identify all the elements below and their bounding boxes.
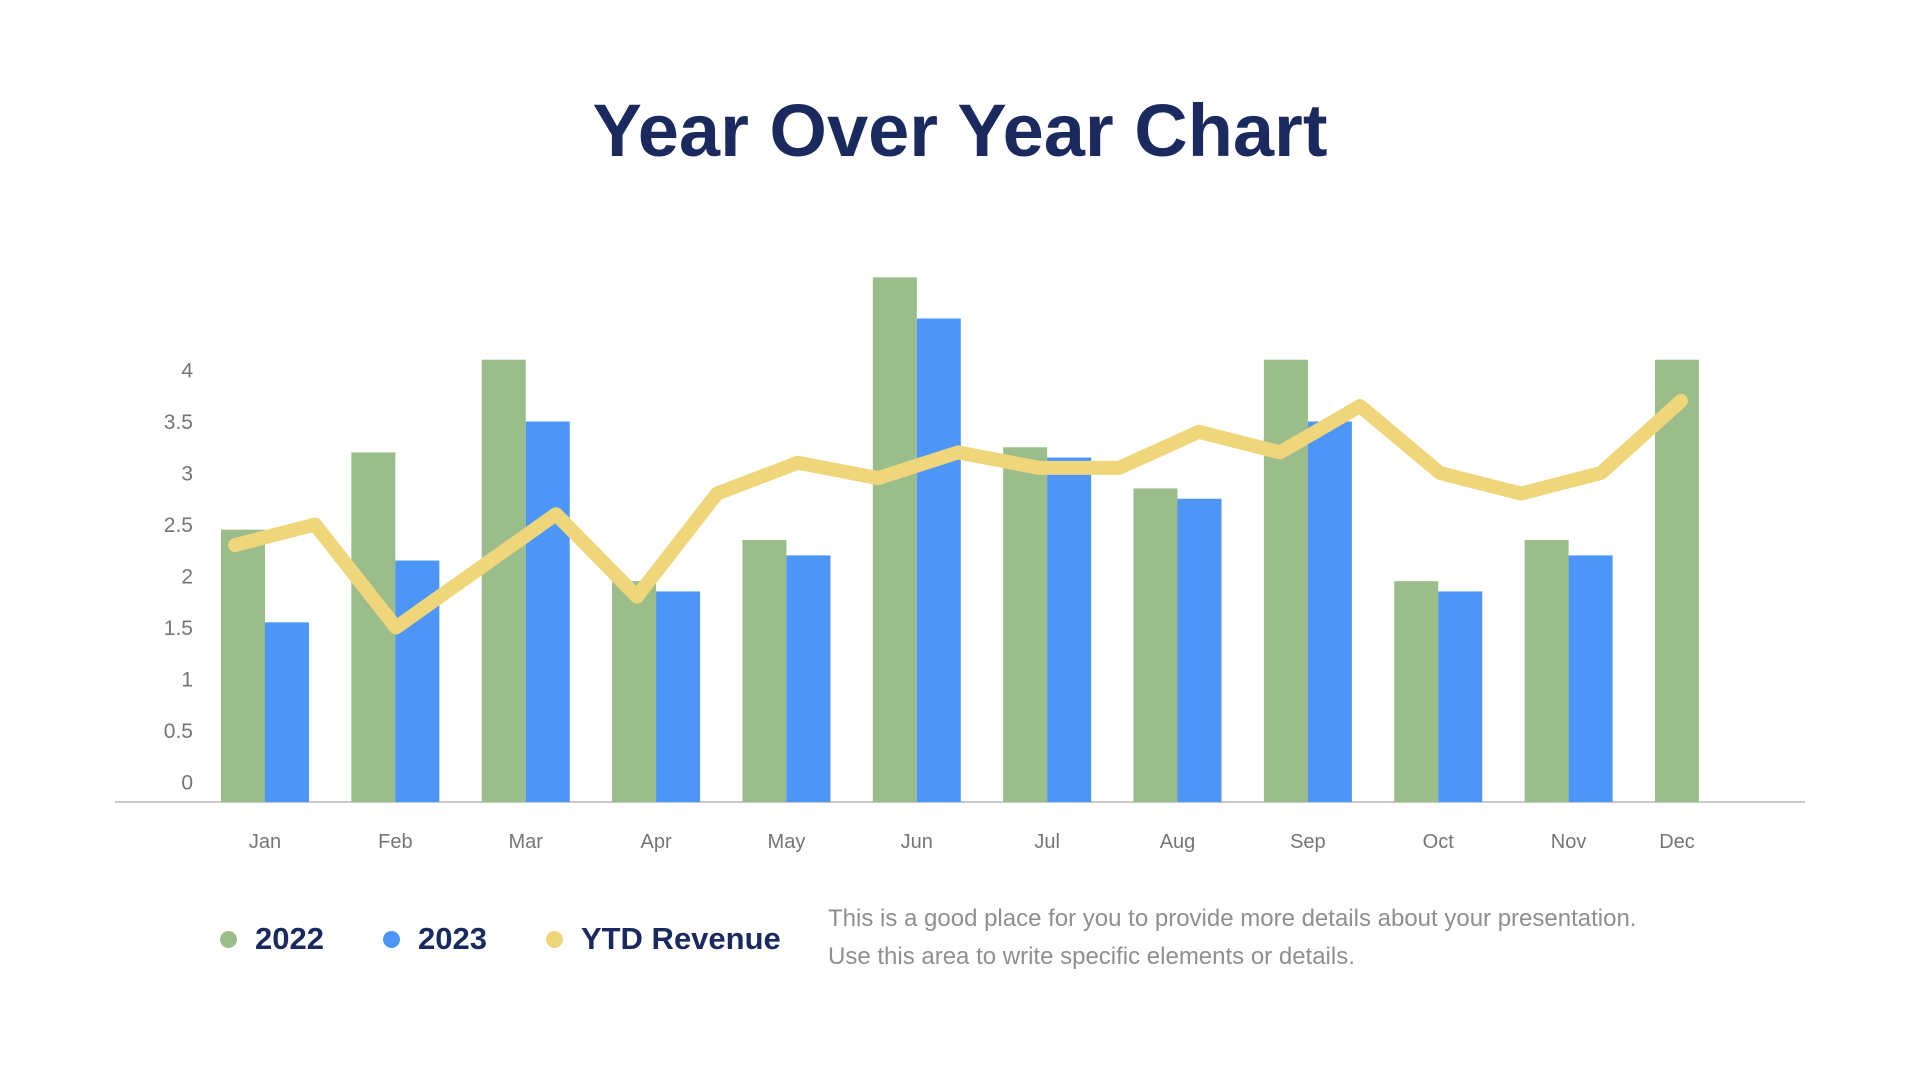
bar-2022-nov: [1524, 539, 1569, 802]
y-axis-tick-1: 1: [181, 668, 193, 691]
x-axis-label-dec: Dec: [1659, 831, 1695, 853]
legend-dot-ytd-revenue-icon: [545, 930, 563, 948]
x-axis-label-jul: Jul: [1034, 831, 1060, 853]
legend-label-2022: 2022: [255, 921, 324, 956]
x-axis-label-aug: Aug: [1160, 831, 1196, 853]
legend-item-2022: 2022: [220, 921, 324, 957]
x-axis-label-jun: Jun: [901, 831, 933, 853]
y-axis-tick-0.5: 0.5: [164, 720, 193, 743]
bar-2022-jan: [221, 529, 265, 802]
y-axis-tick-2: 2: [181, 565, 193, 588]
bar-2022-jul: [1003, 447, 1048, 802]
legend-label-2023: 2023: [417, 921, 487, 956]
legend-dot-2022-icon: [220, 930, 237, 948]
bar-2023-mar: [525, 421, 570, 802]
x-axis-label-jan: Jan: [249, 831, 281, 853]
bar-2023-aug: [1177, 498, 1222, 802]
chart-legend: 2022 2023 YTD Revenue: [220, 916, 781, 962]
x-axis-label-apr: Apr: [641, 831, 672, 853]
bar-2023-sep: [1307, 421, 1352, 802]
bar-2023-jun: [916, 318, 961, 802]
bar-2023-oct: [1438, 591, 1483, 802]
legend-dot-2023-icon: [382, 930, 400, 948]
bar-2023-apr: [656, 591, 701, 802]
y-axis-tick-1.5: 1.5: [164, 617, 193, 640]
legend-label-ytd-revenue: YTD Revenue: [580, 921, 781, 956]
bar-2023-nov: [1568, 555, 1613, 802]
y-axis-tick-0: 0: [181, 771, 193, 794]
x-axis-label-oct: Oct: [1423, 831, 1455, 853]
x-axis-label-mar: Mar: [508, 831, 543, 853]
x-axis-label-may: May: [768, 831, 806, 853]
legend-item-ytd-revenue: YTD Revenue: [545, 921, 781, 957]
y-axis-tick-3.5: 3.5: [164, 411, 193, 434]
x-axis-label-feb: Feb: [378, 831, 412, 853]
description-text: This is a good place for you to provide …: [828, 900, 1636, 976]
bar-2022-dec: [1654, 359, 1699, 802]
bar-2023-jan: [265, 622, 309, 802]
description-line-1: This is a good place for you to provide …: [828, 905, 1637, 932]
x-axis-label-sep: Sep: [1290, 831, 1326, 853]
x-axis-label-nov: Nov: [1551, 831, 1587, 853]
y-axis-tick-4: 4: [181, 359, 193, 382]
bar-2022-apr: [612, 581, 657, 802]
bar-2023-may: [786, 555, 831, 802]
bar-2022-aug: [1133, 488, 1178, 802]
bar-2022-may: [742, 539, 787, 802]
bar-2023-jul: [1047, 457, 1092, 802]
bar-2022-mar: [481, 359, 526, 802]
bar-2022-oct: [1394, 581, 1439, 802]
bar-2022-jun: [872, 277, 917, 802]
chart-title: Year Over Year Chart: [592, 89, 1328, 172]
ytd-revenue-line: [228, 393, 1688, 635]
bar-2022-sep: [1263, 359, 1308, 802]
y-axis-tick-2.5: 2.5: [164, 514, 193, 537]
legend-item-2023: 2023: [382, 921, 487, 957]
description-line-2: Use this area to write specific elements…: [828, 943, 1355, 970]
y-axis-tick-3: 3: [181, 462, 193, 485]
